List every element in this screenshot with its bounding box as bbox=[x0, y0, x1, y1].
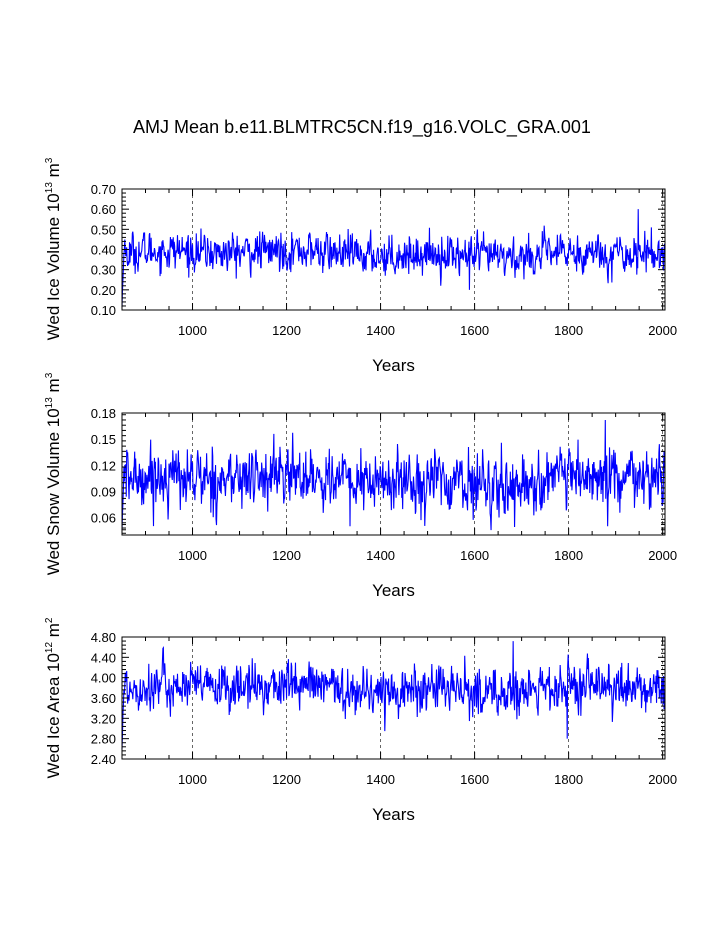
y-axis-title-unit: m bbox=[44, 378, 63, 397]
y-tick-label-1: 0.20 bbox=[91, 283, 116, 298]
y-axis-title-unit-exp: 2 bbox=[44, 617, 55, 623]
y-axis-title-unit-exp: 3 bbox=[44, 157, 55, 163]
y-axis-title: Wed Ice Volume 1013 m3 bbox=[44, 157, 63, 340]
panel-snow-volume: 1000 1200 1400 1600 1800 2000 0.06 0.09 0.12 0.15… bbox=[44, 372, 677, 600]
y-tick-label-6: 4.80 bbox=[91, 630, 116, 645]
y-tick-label-0: 2.40 bbox=[91, 752, 116, 767]
x-tick-label-1000: 1000 bbox=[178, 548, 207, 563]
x-tick-label-1000: 1000 bbox=[178, 323, 207, 338]
y-tick-label-2: 3.20 bbox=[91, 711, 116, 726]
y-tick-label-2: 0.12 bbox=[91, 458, 116, 473]
y-tick-label-6: 0.70 bbox=[91, 182, 116, 197]
series-line-0 bbox=[121, 209, 666, 308]
y-axis-title-base: Wed Ice Area 10 bbox=[44, 653, 63, 778]
plot-frame bbox=[121, 412, 666, 536]
y-tick-label-3: 3.60 bbox=[91, 691, 116, 706]
x-tick-label-1600: 1600 bbox=[460, 323, 489, 338]
y-tick-label-3: 0.40 bbox=[91, 243, 116, 258]
y-tick-label-0: 0.06 bbox=[91, 511, 116, 526]
x-tick-label-1400: 1400 bbox=[366, 548, 395, 563]
y-tick-label-0: 0.10 bbox=[91, 303, 116, 318]
x-tick-label-1200: 1200 bbox=[272, 323, 301, 338]
panel-ice-volume: 1000 1200 1400 1600 1800 2000 0.10 0.20 0.30 0.40… bbox=[44, 157, 677, 375]
y-axis-title-exp: 12 bbox=[44, 642, 55, 654]
x-tick-label-1800: 1800 bbox=[554, 323, 583, 338]
y-tick-label-5: 4.40 bbox=[91, 650, 116, 665]
x-tick-label-1400: 1400 bbox=[366, 772, 395, 787]
y-tick-label-4: 0.18 bbox=[91, 406, 116, 421]
y-tick-label-1: 2.80 bbox=[91, 732, 116, 747]
x-axis-title: Years bbox=[372, 356, 415, 375]
x-tick-label-1200: 1200 bbox=[272, 772, 301, 787]
y-axis-title-exp: 13 bbox=[44, 397, 55, 409]
x-tick-label-1600: 1600 bbox=[460, 772, 489, 787]
x-tick-label-1800: 1800 bbox=[554, 772, 583, 787]
series-line-1 bbox=[121, 419, 666, 531]
x-axis-title: Years bbox=[372, 805, 415, 824]
series-line-2 bbox=[121, 641, 666, 750]
x-tick-label-2000: 2000 bbox=[648, 323, 677, 338]
y-axis-title: Wed Ice Area 1012 m2 bbox=[44, 617, 63, 778]
y-axis-title: Wed Snow Volume 1013 m3 bbox=[44, 372, 63, 575]
y-axis-title-base: Wed Ice Volume 10 bbox=[44, 193, 63, 340]
x-tick-label-2000: 2000 bbox=[648, 772, 677, 787]
y-tick-label-4: 0.50 bbox=[91, 222, 116, 237]
y-axis-title-unit-exp: 3 bbox=[44, 372, 55, 378]
y-axis-title-base: Wed Snow Volume 10 bbox=[44, 408, 63, 575]
y-tick-label-5: 0.60 bbox=[91, 202, 116, 217]
chart-title: AMJ Mean b.e11.BLMTRC5CN.f19_g16.VOLC_GR… bbox=[133, 117, 591, 138]
y-tick-label-1: 0.09 bbox=[91, 484, 116, 499]
x-axis-title: Years bbox=[372, 581, 415, 600]
x-tick-label-1400: 1400 bbox=[366, 323, 395, 338]
panel-ice-area: 1000 1200 1400 1600 1800 2000 2.40 2.80 3.20 3.60… bbox=[44, 617, 677, 824]
x-tick-label-1800: 1800 bbox=[554, 548, 583, 563]
y-axis-title-unit: m bbox=[44, 623, 63, 642]
y-tick-label-3: 0.15 bbox=[91, 432, 116, 447]
x-tick-label-2000: 2000 bbox=[648, 548, 677, 563]
y-axis-title-exp: 13 bbox=[44, 182, 55, 194]
x-tick-label-1600: 1600 bbox=[460, 548, 489, 563]
x-tick-label-1200: 1200 bbox=[272, 548, 301, 563]
x-tick-label-1000: 1000 bbox=[178, 772, 207, 787]
y-tick-label-2: 0.30 bbox=[91, 263, 116, 278]
y-tick-label-4: 4.00 bbox=[91, 671, 116, 686]
y-axis-title-unit: m bbox=[44, 163, 63, 182]
